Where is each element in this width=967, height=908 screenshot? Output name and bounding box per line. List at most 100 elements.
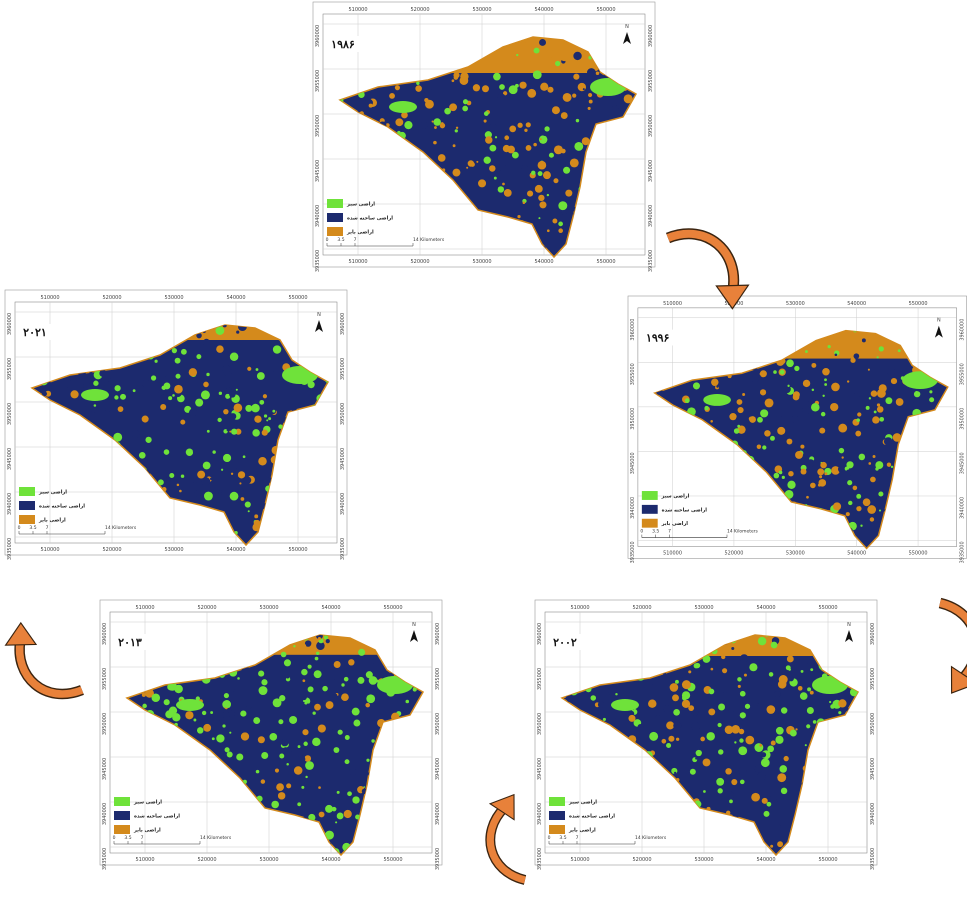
legend-label: اراضی بایر	[346, 230, 374, 236]
land-patch	[878, 491, 883, 496]
land-patch	[298, 745, 301, 748]
land-patch	[524, 129, 527, 132]
land-patch	[286, 783, 291, 788]
land-patch	[230, 363, 232, 365]
land-patch	[294, 766, 303, 775]
land-patch	[547, 87, 553, 93]
land-patch	[245, 405, 252, 412]
land-patch	[543, 133, 546, 136]
legend-swatch	[549, 797, 565, 806]
land-patch	[246, 703, 251, 708]
y-coord: 3945000	[960, 452, 966, 474]
land-patch	[527, 191, 533, 197]
land-patch	[856, 341, 862, 347]
land-patch	[718, 788, 723, 793]
land-patch	[891, 466, 893, 468]
land-patch	[838, 699, 846, 707]
land-patch	[550, 211, 552, 213]
land-patch	[433, 141, 437, 145]
land-patch	[879, 417, 884, 422]
land-patch	[685, 398, 690, 403]
land-patch	[255, 778, 258, 781]
land-patch	[221, 469, 223, 471]
land-patch	[462, 106, 468, 112]
land-patch	[509, 126, 516, 133]
land-patch	[325, 805, 333, 813]
land-patch	[872, 416, 879, 423]
land-patch	[521, 164, 527, 170]
land-patch	[783, 385, 791, 393]
legend-swatch	[19, 515, 35, 524]
land-patch	[305, 761, 314, 770]
land-patch	[142, 380, 150, 388]
land-patch	[306, 704, 309, 707]
green-patch	[703, 394, 731, 406]
land-patch	[779, 471, 783, 475]
land-patch	[873, 455, 876, 458]
land-patch	[348, 726, 352, 730]
legend-swatch	[327, 199, 343, 208]
x-coord: 540000	[756, 857, 775, 863]
legend-label: اراضی بایر	[133, 828, 161, 834]
land-patch	[203, 339, 210, 346]
land-patch	[612, 105, 619, 112]
land-patch	[452, 79, 455, 82]
land-patch	[598, 701, 605, 708]
land-patch	[229, 431, 231, 433]
scale-label: 0	[113, 835, 116, 841]
land-patch	[67, 386, 70, 389]
land-patch	[781, 707, 787, 713]
legend-label: اراضی ساخته شده	[347, 216, 393, 222]
y-coord: 3935000	[340, 538, 346, 560]
y-coord: 3950000	[870, 713, 876, 735]
y-coord: 3960000	[102, 623, 108, 645]
land-patch	[666, 743, 671, 748]
land-patch	[239, 488, 243, 492]
land-patch	[752, 375, 759, 382]
land-patch	[831, 383, 840, 392]
land-patch	[777, 796, 784, 803]
land-patch	[308, 686, 314, 692]
land-patch	[910, 397, 916, 403]
land-patch	[175, 358, 181, 364]
land-patch	[326, 639, 330, 643]
land-patch	[302, 702, 304, 704]
land-patch	[489, 124, 498, 133]
land-patch	[155, 360, 158, 363]
land-patch	[273, 345, 281, 353]
land-patch	[788, 471, 793, 476]
land-patch	[544, 126, 549, 131]
land-patch	[258, 457, 266, 465]
scale-label: 0	[548, 835, 551, 841]
land-patch	[657, 696, 660, 699]
land-patch	[210, 478, 212, 480]
land-patch	[810, 668, 813, 671]
land-patch	[261, 779, 265, 783]
land-patch	[729, 413, 736, 420]
land-patch	[703, 790, 706, 793]
y-coord: 3960000	[960, 319, 966, 341]
land-patch	[552, 106, 560, 114]
land-patch	[709, 689, 715, 695]
land-patch	[721, 655, 725, 659]
y-coord: 3955000	[960, 363, 966, 385]
land-patch	[507, 146, 515, 154]
x-coord: 510000	[663, 301, 682, 307]
land-patch	[334, 661, 341, 668]
y-coord: 3960000	[435, 623, 441, 645]
x-coord: 550000	[596, 259, 615, 265]
land-patch	[740, 780, 745, 785]
x-coord: 550000	[596, 7, 615, 13]
y-coord: 3950000	[102, 713, 108, 735]
land-patch	[695, 757, 698, 760]
land-patch	[114, 395, 118, 399]
land-patch	[105, 407, 110, 412]
land-patch	[314, 670, 322, 678]
land-patch	[370, 687, 377, 694]
land-patch	[357, 677, 364, 684]
land-patch	[493, 73, 501, 81]
land-patch	[326, 701, 334, 709]
land-patch	[898, 349, 901, 352]
land-patch	[769, 672, 774, 677]
land-patch	[731, 647, 734, 650]
